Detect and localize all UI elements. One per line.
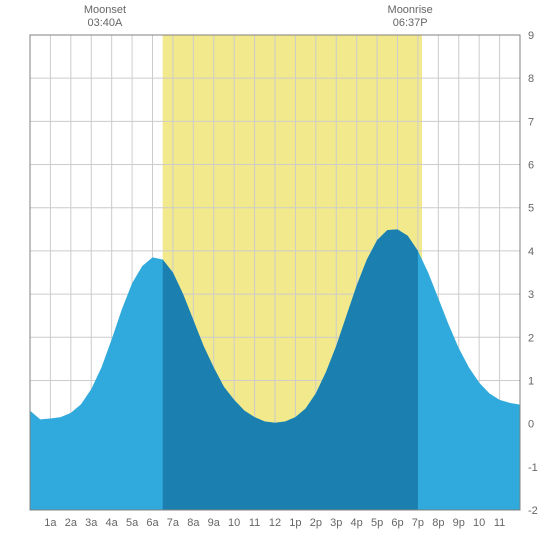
svg-text:2p: 2p bbox=[310, 517, 322, 529]
svg-text:9: 9 bbox=[528, 30, 534, 42]
svg-text:0: 0 bbox=[528, 419, 534, 431]
svg-text:10: 10 bbox=[473, 517, 485, 529]
moonrise-time: 06:37P bbox=[393, 17, 428, 29]
moonset-time: 03:40A bbox=[87, 17, 122, 29]
svg-text:7: 7 bbox=[528, 116, 534, 128]
svg-text:-2: -2 bbox=[528, 505, 538, 517]
svg-text:2: 2 bbox=[528, 332, 534, 344]
svg-text:5: 5 bbox=[528, 203, 534, 215]
svg-text:7p: 7p bbox=[412, 517, 424, 529]
svg-text:4: 4 bbox=[528, 246, 534, 258]
svg-text:1a: 1a bbox=[44, 517, 57, 529]
moonset-label: Moonset 03:40A bbox=[75, 4, 135, 30]
svg-text:2a: 2a bbox=[65, 517, 78, 529]
svg-text:11: 11 bbox=[494, 517, 505, 529]
chart-svg: 1a2a3a4a5a6a7a8a9a1011121p2p3p4p5p6p7p8p… bbox=[0, 0, 550, 550]
svg-text:8p: 8p bbox=[432, 517, 444, 529]
svg-text:9p: 9p bbox=[453, 517, 465, 529]
svg-text:1: 1 bbox=[528, 375, 534, 387]
svg-text:6p: 6p bbox=[391, 517, 403, 529]
svg-text:-1: -1 bbox=[528, 462, 538, 474]
svg-text:5p: 5p bbox=[371, 517, 383, 529]
svg-text:9a: 9a bbox=[208, 517, 221, 529]
svg-text:8: 8 bbox=[528, 73, 534, 85]
svg-text:4p: 4p bbox=[351, 517, 363, 529]
svg-text:12: 12 bbox=[269, 517, 281, 529]
svg-text:3a: 3a bbox=[85, 517, 98, 529]
svg-text:7a: 7a bbox=[167, 517, 180, 529]
svg-text:4a: 4a bbox=[106, 517, 119, 529]
svg-text:6: 6 bbox=[528, 160, 534, 172]
moonrise-title: Moonrise bbox=[388, 4, 433, 16]
moonrise-label: Moonrise 06:37P bbox=[380, 4, 440, 30]
svg-text:8a: 8a bbox=[187, 517, 200, 529]
tide-chart: Moonset 03:40A Moonrise 06:37P 1a 2a 3a 4a 5… bbox=[0, 0, 550, 550]
svg-text:3p: 3p bbox=[330, 517, 342, 529]
svg-text:11: 11 bbox=[249, 517, 260, 529]
svg-text:10: 10 bbox=[228, 517, 240, 529]
moonset-title: Moonset bbox=[84, 4, 126, 16]
svg-text:3: 3 bbox=[528, 289, 534, 301]
svg-text:1p: 1p bbox=[289, 517, 301, 529]
svg-text:6a: 6a bbox=[146, 517, 159, 529]
svg-text:5a: 5a bbox=[126, 517, 139, 529]
